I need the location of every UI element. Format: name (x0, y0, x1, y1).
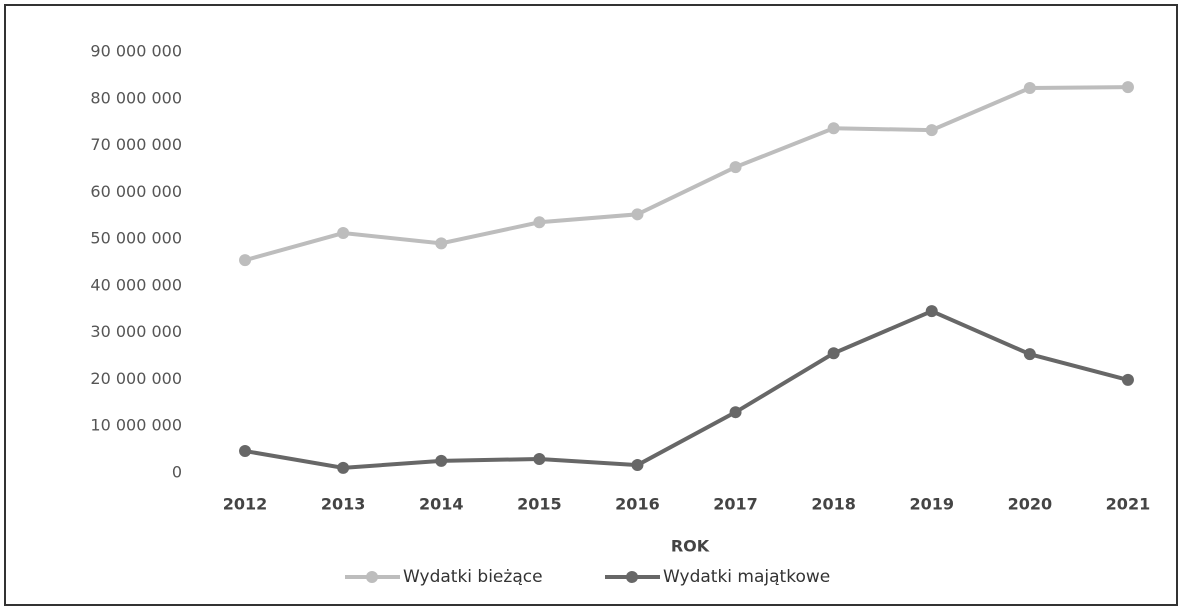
series-line (244, 85, 1128, 263)
x-tick-label: 2016 (615, 495, 660, 514)
x-tick-label: 2021 (1106, 495, 1151, 514)
point-marker (925, 305, 938, 318)
y-tick-label: 70 000 000 (90, 135, 182, 154)
x-tick-label: 2017 (713, 495, 758, 514)
point-marker (1121, 81, 1134, 94)
y-tick-label: 60 000 000 (90, 182, 182, 201)
point-marker (827, 122, 840, 135)
x-axis-label: ROK (671, 537, 710, 556)
x-tick-label: 2019 (909, 495, 954, 514)
point-marker (337, 461, 350, 474)
point-marker (239, 445, 252, 458)
x-tick-label: 2020 (1008, 495, 1053, 514)
legend-label: Wydatki bieżące (403, 567, 543, 587)
legend-marker (626, 571, 638, 583)
point-marker (631, 208, 644, 221)
x-tick-label: 2018 (811, 495, 856, 514)
point-marker (435, 237, 448, 250)
point-marker (1121, 373, 1134, 386)
point-marker (729, 406, 742, 419)
y-tick-label: 50 000 000 (90, 229, 182, 248)
chart-frame (4, 4, 1178, 606)
y-tick-label: 90 000 000 (90, 42, 182, 61)
y-tick-label: 10 000 000 (90, 416, 182, 435)
point-marker (533, 216, 546, 229)
x-tick-label: 2014 (419, 495, 464, 514)
point-marker (533, 452, 546, 465)
point-marker (435, 454, 448, 467)
y-tick-label: 40 000 000 (90, 275, 182, 294)
x-tick-label: 2013 (321, 495, 366, 514)
point-marker (239, 254, 252, 267)
y-tick-label: 30 000 000 (90, 322, 182, 341)
x-tick-label: 2015 (517, 495, 562, 514)
point-marker (1023, 82, 1036, 95)
point-marker (1023, 348, 1036, 361)
x-tick-label: 2012 (223, 495, 268, 514)
point-marker (631, 459, 644, 472)
y-tick-label: 20 000 000 (90, 369, 182, 388)
point-marker (925, 124, 938, 137)
y-tick-label: 80 000 000 (90, 88, 182, 107)
y-tick-label: 0 (172, 463, 182, 482)
series-line (244, 308, 1129, 470)
point-marker (337, 227, 350, 240)
legend-label: Wydatki majątkowe (663, 567, 830, 587)
legend-marker (366, 571, 378, 583)
point-marker (729, 161, 742, 174)
point-marker (827, 347, 840, 360)
